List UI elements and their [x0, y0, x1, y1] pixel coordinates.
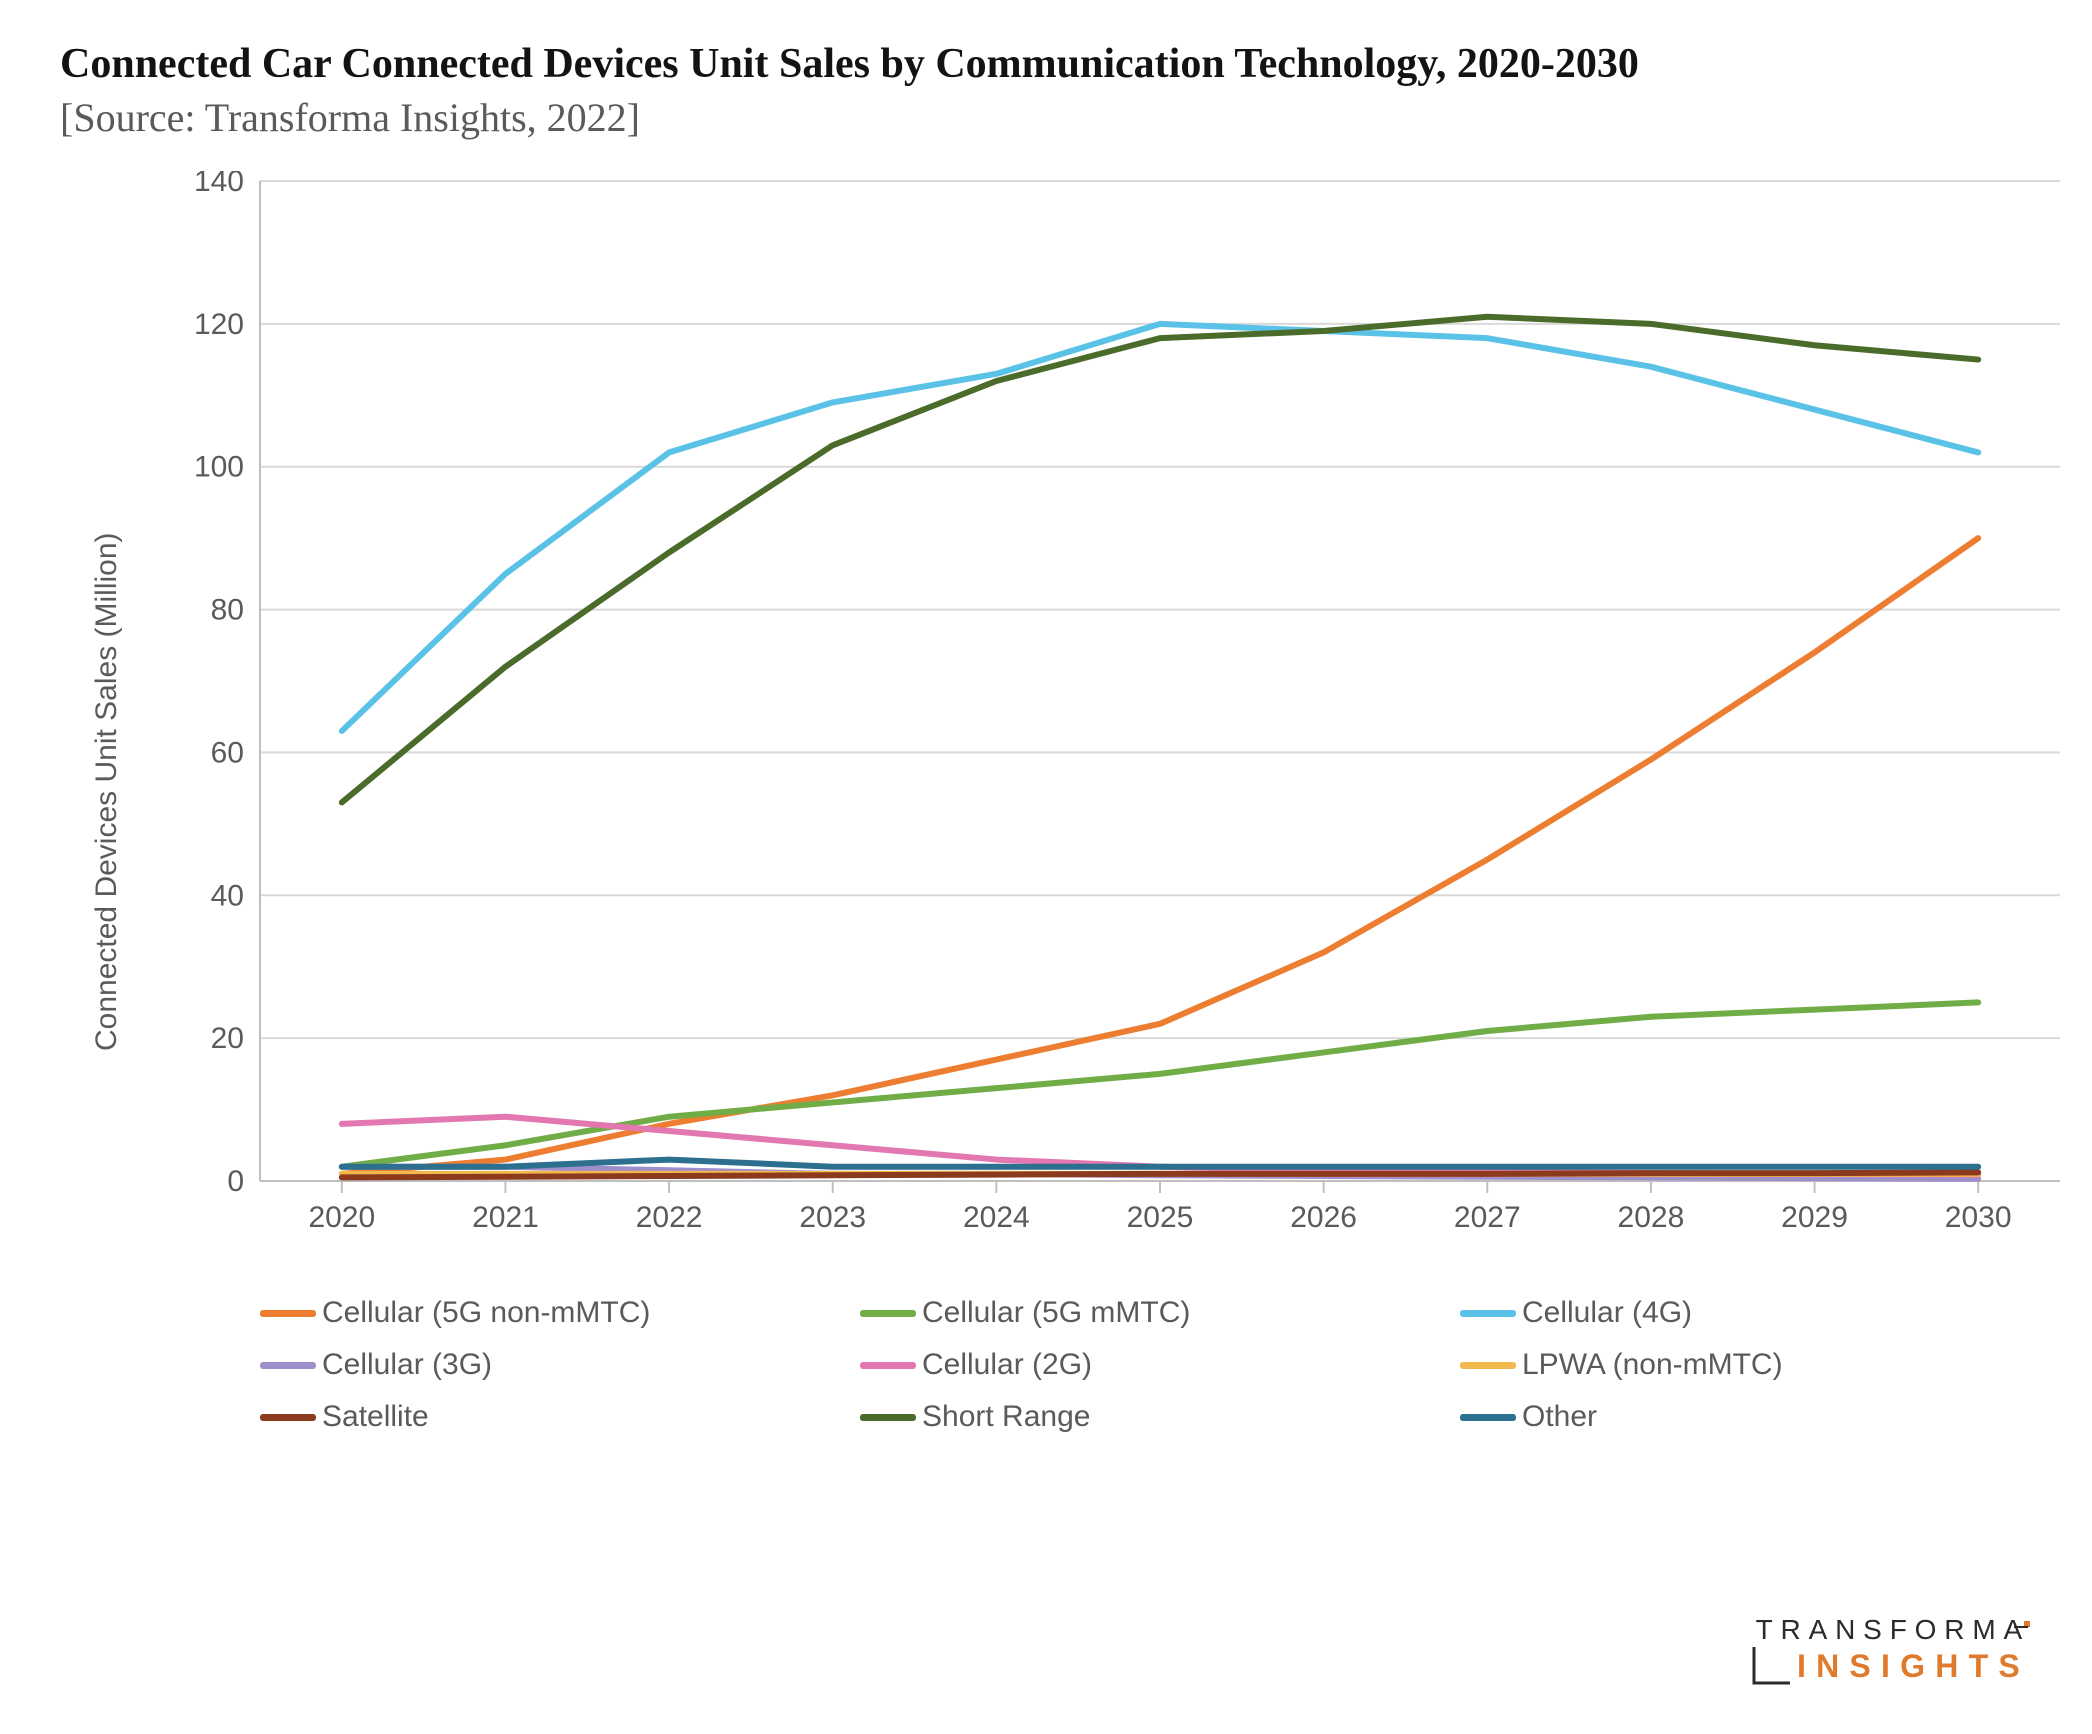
- legend-label: Satellite: [322, 1400, 429, 1434]
- legend-swatch: [1460, 1362, 1516, 1369]
- legend-label: Cellular (5G mMTC): [922, 1296, 1190, 1330]
- legend-swatch: [860, 1414, 916, 1421]
- legend-item: Cellular (5G mMTC): [860, 1296, 1420, 1330]
- x-tick-label: 2020: [308, 1201, 375, 1234]
- logo-line1: TRANSFORMA: [1756, 1614, 2030, 1645]
- legend-item: Cellular (3G): [260, 1348, 820, 1382]
- y-axis-label: Connected Devices Unit Sales (Million): [90, 533, 124, 1052]
- y-tick-label: 100: [194, 451, 244, 484]
- legend-swatch: [1460, 1310, 1516, 1317]
- line-chart: 0 20 40 60 80 100 120 140 2020 2021 2022 2023 2024 20…: [60, 171, 2092, 1261]
- y-tick-label: 120: [194, 308, 244, 341]
- legend-swatch: [260, 1310, 316, 1317]
- x-tick-label: 2022: [636, 1201, 703, 1234]
- legend-label: Cellular (5G non-mMTC): [322, 1296, 650, 1330]
- y-tick-label: 40: [211, 880, 244, 913]
- legend-item: Other: [1460, 1400, 2020, 1434]
- legend-item: Cellular (4G): [1460, 1296, 2020, 1330]
- y-tick-label: 0: [227, 1165, 244, 1198]
- legend-item: Short Range: [860, 1400, 1420, 1434]
- legend-swatch: [860, 1310, 916, 1317]
- x-tick-label: 2025: [1127, 1201, 1194, 1234]
- legend-item: Cellular (2G): [860, 1348, 1420, 1382]
- legend-label: LPWA (non-mMTC): [1522, 1348, 1783, 1382]
- legend-swatch: [860, 1362, 916, 1369]
- x-tick-label: 2028: [1618, 1201, 1685, 1234]
- x-tick-label: 2023: [799, 1201, 866, 1234]
- legend: Cellular (5G non-mMTC) Cellular (5G mMTC)…: [260, 1296, 2060, 1452]
- legend-swatch: [260, 1414, 316, 1421]
- legend-swatch: [260, 1362, 316, 1369]
- logo-line2: INSIGHTS: [1797, 1648, 2030, 1684]
- legend-item: Cellular (5G non-mMTC): [260, 1296, 820, 1330]
- legend-item: Satellite: [260, 1400, 820, 1434]
- x-tick-label: 2021: [472, 1201, 539, 1234]
- chart-container: Connected Devices Unit Sales (Million) 0…: [60, 171, 2032, 1266]
- x-tick-label: 2026: [1290, 1201, 1357, 1234]
- legend-label: Short Range: [922, 1400, 1090, 1434]
- x-tick-label: 2029: [1781, 1201, 1848, 1234]
- x-tick-label: 2027: [1454, 1201, 1521, 1234]
- series-line: [342, 1160, 1978, 1167]
- legend-swatch: [1460, 1414, 1516, 1421]
- brand-logo: TRANSFORMA INSIGHTS: [1672, 1605, 2032, 1700]
- y-tick-label: 60: [211, 737, 244, 770]
- x-tick-label: 2024: [963, 1201, 1030, 1234]
- y-tick-label: 20: [211, 1022, 244, 1055]
- chart-subtitle: [Source: Transforma Insights, 2022]: [60, 94, 2032, 141]
- legend-label: Other: [1522, 1400, 1597, 1434]
- series-line: [342, 538, 1978, 1174]
- legend-label: Cellular (2G): [922, 1348, 1092, 1382]
- series-line: [342, 324, 1978, 731]
- y-tick-label: 80: [211, 594, 244, 627]
- page: Connected Car Connected Devices Unit Sal…: [0, 0, 2092, 1734]
- chart-title: Connected Car Connected Devices Unit Sal…: [60, 40, 2032, 88]
- logo-svg: TRANSFORMA INSIGHTS: [1672, 1605, 2032, 1695]
- legend-label: Cellular (4G): [1522, 1296, 1692, 1330]
- legend-label: Cellular (3G): [322, 1348, 492, 1382]
- y-tick-label: 140: [194, 171, 244, 198]
- x-tick-label: 2030: [1945, 1201, 2012, 1234]
- legend-item: LPWA (non-mMTC): [1460, 1348, 2020, 1382]
